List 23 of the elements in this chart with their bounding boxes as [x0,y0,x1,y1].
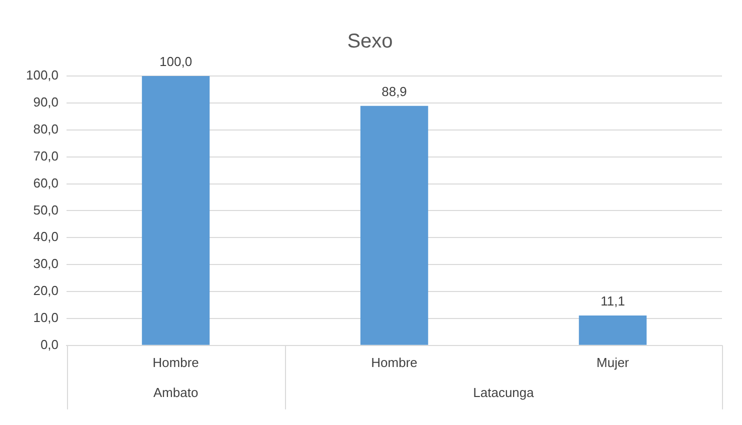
y-tick-label: 0,0 [40,336,59,352]
bar [360,106,428,345]
data-label: 100,0 [160,54,192,70]
y-tick-label: 20,0 [33,283,59,298]
x-tick-label: Mujer [596,354,630,370]
y-tick-label: 70,0 [33,148,59,164]
y-tick-label: 30,0 [33,256,59,272]
y-tick-label: 90,0 [33,94,59,110]
bar [578,315,647,345]
chart-title: Sexo [347,30,393,53]
text: Ambato [153,384,198,400]
x-tick-label: Hombre [371,354,418,370]
y-tick-label: 10,0 [33,310,59,326]
y-tick-label: 80,0 [33,121,59,136]
text: Latacunga [473,384,535,400]
y-tick-label: 50,0 [33,202,59,218]
y-tick-label: 40,0 [33,229,59,244]
bar [142,76,210,345]
data-label: 11,1 [600,294,625,309]
y-tick-label: 60,0 [33,175,59,190]
data-label: 88,9 [382,84,407,99]
x-tick-label: Hombre [152,354,199,370]
y-tick-label: 100,0 [26,68,59,83]
